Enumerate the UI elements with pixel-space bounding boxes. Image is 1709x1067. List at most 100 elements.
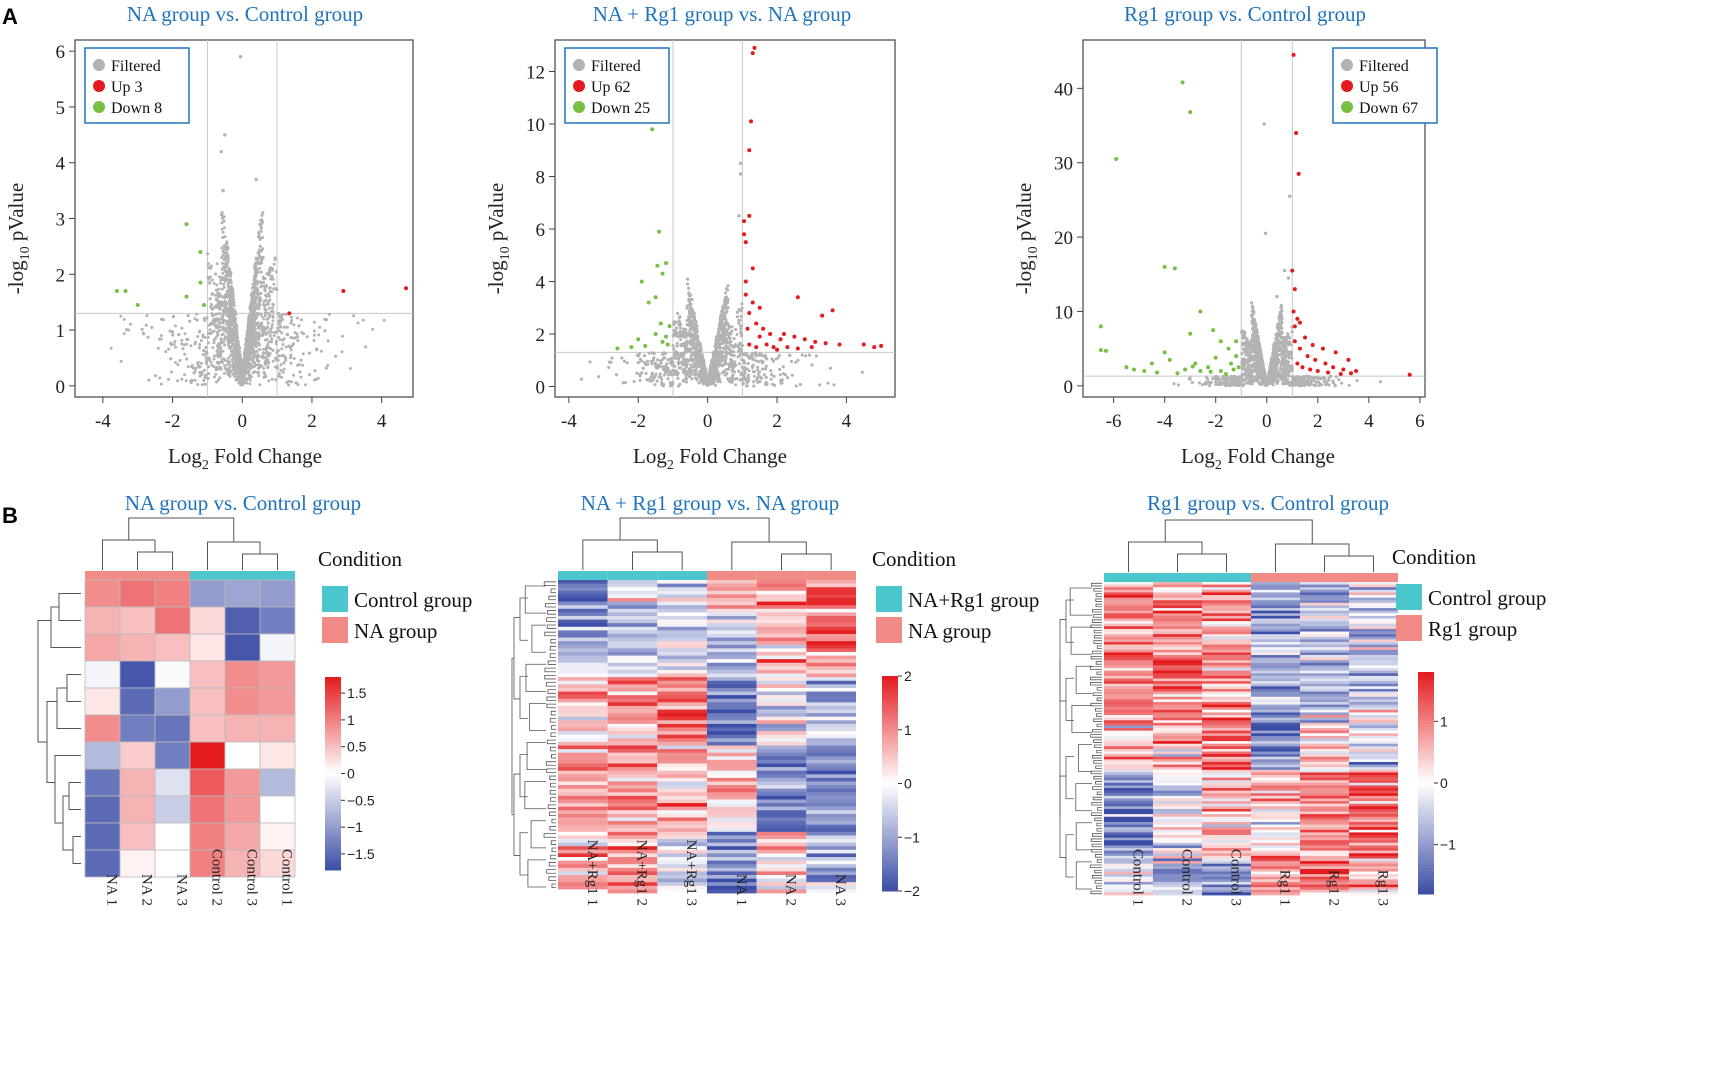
up-point [747, 213, 752, 218]
down-point [1098, 324, 1103, 329]
heatmap-cell [1153, 748, 1202, 752]
heatmap-cell [1349, 618, 1398, 622]
heatmap-cell [1300, 670, 1349, 674]
heatmap-cell [1202, 665, 1251, 669]
heatmap-cell [1104, 756, 1153, 760]
heatmap-cell [1300, 707, 1349, 711]
heatmap-cell [1251, 743, 1300, 747]
heatmap-cell [1153, 767, 1202, 771]
heatmap-cell [1300, 785, 1349, 789]
scale-segment [325, 786, 341, 791]
heatmap-cell [1202, 600, 1251, 604]
scale-segment [325, 853, 341, 858]
scale-segment [882, 744, 898, 749]
heatmap-cell [1349, 842, 1398, 846]
heatmap-cell [607, 882, 658, 887]
heatmap-cell [1251, 772, 1300, 776]
heatmap-cell [1251, 605, 1300, 609]
heatmap-cell [1300, 756, 1349, 760]
heatmap-cell [657, 727, 707, 732]
heatmap-cell [1349, 728, 1398, 732]
heatmap-cell [806, 799, 856, 804]
down-point [1208, 369, 1213, 374]
heatmap-cell [154, 660, 191, 689]
heatmap-cell [1153, 673, 1202, 677]
condition-bar-cell [1202, 573, 1251, 582]
scale-segment [325, 696, 341, 701]
heatmap-cell [806, 695, 856, 700]
up-point [823, 341, 828, 346]
heatmap-cell [1202, 785, 1251, 789]
heatmap-cell [558, 835, 608, 840]
heatmap-cell [1202, 837, 1251, 841]
heatmap-cell [1251, 814, 1300, 818]
heatmap-cell [1251, 782, 1300, 786]
heatmap-cell [1300, 876, 1349, 880]
heatmap-cell [607, 846, 658, 851]
heatmap-cell [558, 615, 608, 620]
scale-segment [325, 815, 341, 820]
legend-swatch [93, 59, 105, 71]
filtered-point [254, 177, 258, 182]
volcano-plot-narg1-vs-na: NA + Rg1 group vs. NA group-4 -2 0 2 4024681… [484, 2, 896, 473]
column-label: Control 2 [209, 849, 225, 906]
heatmap-cell [558, 860, 608, 865]
heatmap-cell [1251, 634, 1300, 638]
heatmap-cell [558, 871, 608, 876]
heatmap-cell [558, 644, 608, 649]
legend-label: Down 67 [1359, 100, 1418, 117]
row-dendrogram [37, 593, 81, 864]
heatmap-cell [1153, 785, 1202, 789]
heatmap-cell [607, 774, 658, 779]
heatmap-cell [558, 788, 608, 793]
heatmap-cell [558, 806, 608, 811]
heatmap-cell [1153, 746, 1202, 750]
heatmap-cell [806, 785, 856, 790]
heatmap-cell [1300, 597, 1349, 601]
heatmap-cell [1104, 780, 1153, 784]
heatmap-cell [657, 770, 707, 775]
heatmap-cell [558, 666, 608, 671]
heatmap-cell [756, 770, 807, 775]
heatmap-cell [707, 774, 757, 779]
heatmap-cell [707, 705, 757, 710]
scale-segment [1418, 705, 1434, 710]
scale-segment [882, 815, 898, 820]
down-point [615, 346, 620, 351]
heatmap-cell [1104, 887, 1153, 891]
heatmap-cell [1300, 696, 1349, 700]
heatmap-cell [1202, 866, 1251, 870]
heatmap-cell [1153, 722, 1202, 726]
heatmap-cell [1104, 863, 1153, 867]
heatmap-cell [1202, 761, 1251, 765]
heatmap-cell [806, 756, 856, 761]
heatmap-cell [1300, 725, 1349, 729]
heatmap-cell [707, 637, 757, 642]
heatmap-cell [1300, 814, 1349, 818]
heatmap-cell [558, 875, 608, 880]
heatmap-cell [756, 846, 807, 851]
heatmap-cell [707, 580, 757, 584]
heatmap-cell [1300, 863, 1349, 867]
heatmap-cell [1104, 853, 1153, 857]
y-tick-label: 2 [536, 325, 546, 346]
heatmap-cell [1104, 626, 1153, 630]
scale-segment [882, 833, 898, 838]
heatmap-cell [1202, 610, 1251, 614]
heatmap-cell [1251, 618, 1300, 622]
heatmap-cell [806, 842, 856, 847]
heatmap-cell [1104, 675, 1153, 679]
heatmap-cell [1202, 686, 1251, 690]
y-tick-label: 5 [56, 98, 66, 119]
condition-swatch [876, 617, 902, 643]
up-point [747, 148, 752, 153]
heatmap-cell [1251, 673, 1300, 677]
heatmap-cell [707, 651, 757, 656]
heatmap-cell [707, 662, 757, 667]
scale-segment [1418, 749, 1434, 754]
heatmap-cell [1349, 735, 1398, 739]
down-point [1114, 157, 1119, 161]
heatmap-cell [1104, 814, 1153, 818]
heatmap-cell [1153, 782, 1202, 786]
scale-segment [325, 741, 341, 746]
